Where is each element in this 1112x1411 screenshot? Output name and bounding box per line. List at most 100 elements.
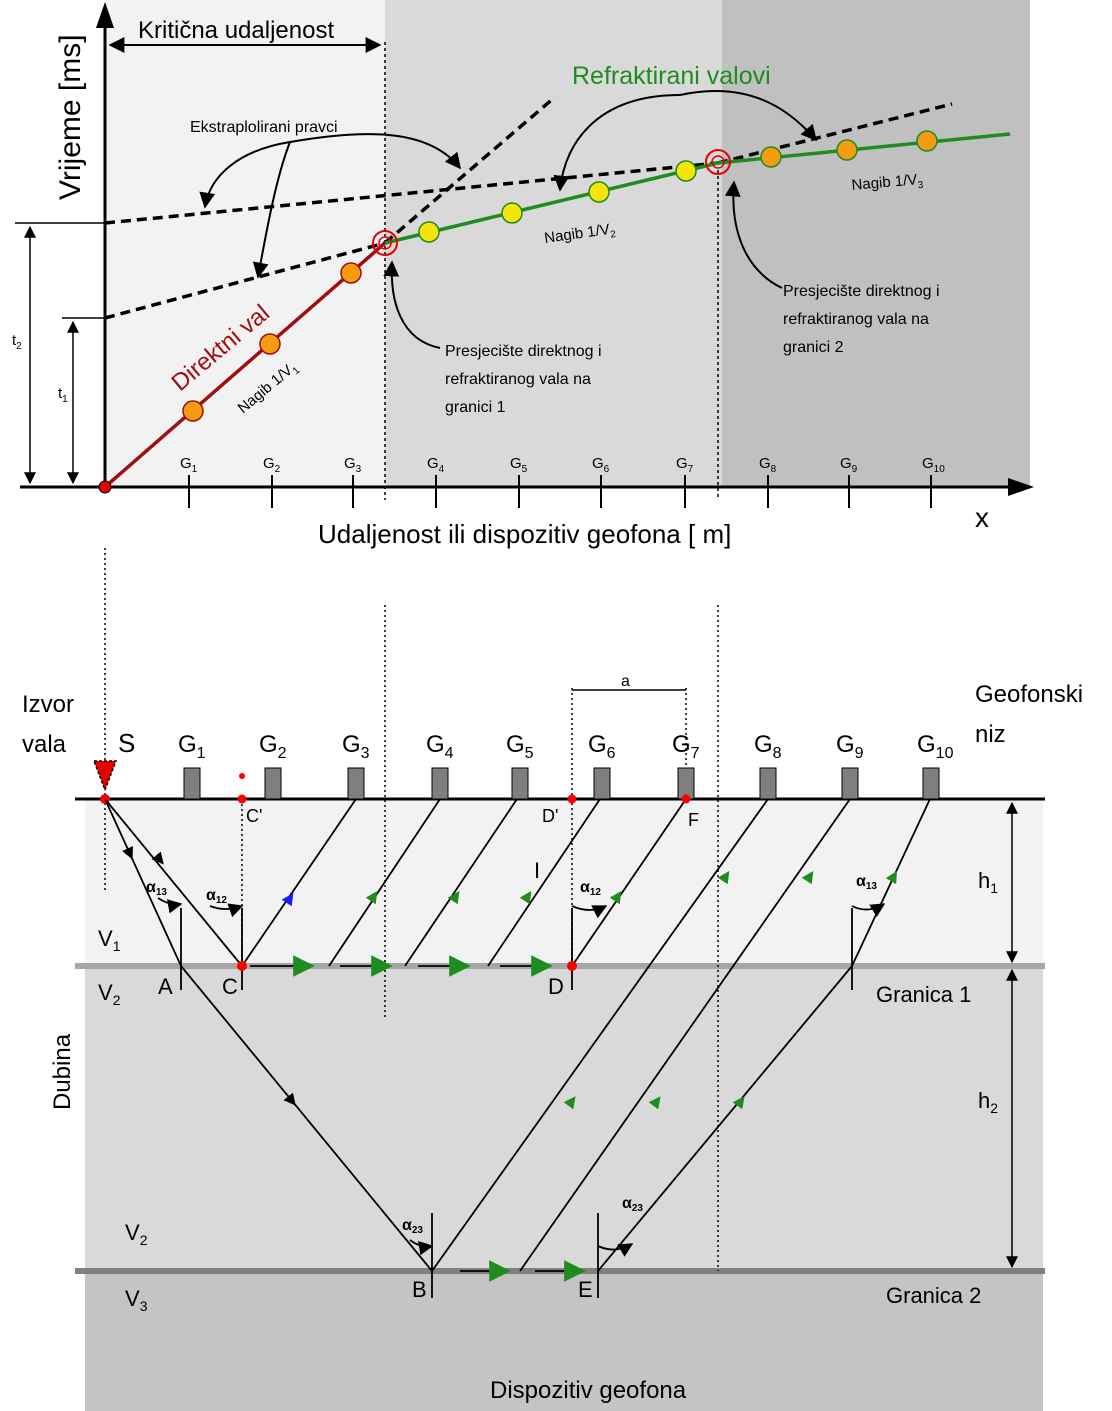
data-point (418, 221, 440, 243)
source-label-2: vala (22, 731, 67, 758)
geophone-label: G1 (178, 731, 206, 762)
geophone-label: G5 (506, 731, 534, 762)
spacing-label: a (621, 673, 630, 690)
ray-paths (104, 798, 931, 1272)
data-point (760, 146, 782, 168)
point-c-prime (237, 794, 247, 804)
source-origin-point (98, 480, 112, 494)
alpha-13-left: α13 (146, 879, 167, 898)
geophone-array-label-2: niz (975, 721, 1006, 748)
layer-1 (85, 799, 1043, 966)
travel-time-graph: Kritična udaljenost Vrijeme [ms] G1 G2 G3 G… (12, 0, 1034, 549)
alpha-13-right: α13 (856, 873, 877, 892)
geophone-label: G2 (259, 731, 287, 762)
velocity-v2-top: V2 (98, 980, 121, 1008)
cross-section: a G1 G2 G3 G4 G5 G6 G7 G8 G9 G10 (22, 548, 1083, 1411)
data-point (916, 130, 938, 152)
layer-3 (85, 1271, 1043, 1411)
geophone-label: G9 (836, 731, 864, 762)
data-point (182, 400, 204, 422)
geophone-array: G1 G2 G3 G4 G5 G6 G7 G8 G9 G10 (178, 731, 954, 800)
x-axis-arrow (1008, 478, 1034, 496)
alpha-12-right: α12 (580, 879, 601, 898)
intersection-marker-1 (372, 230, 398, 256)
velocity-v3: V3 (125, 1286, 148, 1314)
label-c: C (222, 974, 238, 999)
intersection-1-text: Presjecište direktnog i refraktiranog va… (445, 343, 606, 416)
direct-extension (383, 95, 557, 245)
label-d-prime: D' (542, 806, 558, 826)
geophone (264, 767, 282, 800)
extrapolated-pointer-1 (199, 141, 291, 209)
refracted-wave-line-1 (384, 161, 719, 245)
normal-lines (180, 908, 853, 1298)
extrapolated-pointer-3 (289, 133, 461, 170)
geophone-tick-label: G6 (592, 455, 610, 475)
data-point (588, 181, 610, 203)
alpha-23-left: α23 (402, 1217, 423, 1236)
refracted-waves-label: Refraktirani valovi (572, 62, 771, 90)
extrapolated-line-2 (104, 161, 719, 225)
geophone-label: G10 (917, 731, 954, 762)
label-f: F (688, 810, 699, 830)
geophone-label: G8 (754, 731, 782, 762)
point-c-prime-dot (239, 773, 245, 779)
boundary-2-label: Granica 2 (886, 1283, 981, 1308)
source-label-1: Izvor (22, 691, 74, 718)
source-symbol: S (118, 728, 135, 758)
array-label: Dispozitiv geofona (490, 1377, 687, 1404)
y-axis-arrow (96, 2, 114, 28)
intersection-2-text: Presjecište direktnog i refraktiranog va… (783, 283, 944, 356)
direct-wave-line (103, 241, 387, 489)
alpha-23-right: α23 (622, 1195, 643, 1214)
depth-label: Dubina (49, 1033, 76, 1110)
intersection-1-pointer (383, 260, 441, 349)
refracted-pointer-1 (553, 94, 681, 192)
extrapolated-line-1 (104, 241, 386, 320)
geophone-label: G7 (672, 731, 700, 762)
data-point (340, 262, 362, 284)
geophone-label: G4 (426, 731, 454, 762)
geophone-tick-label: G10 (922, 455, 945, 475)
label-a: A (158, 974, 173, 999)
geophone (347, 767, 365, 800)
geophone-array-label-1: Geofonski (975, 681, 1083, 708)
geophone (759, 767, 777, 800)
point-d-prime (567, 794, 577, 804)
extrapolated-label: Ekstraplolirani pravci (190, 119, 338, 136)
zone-1 (105, 0, 385, 487)
geophone-tick-label: G5 (510, 455, 528, 475)
data-point (259, 333, 281, 355)
head-wave-arrows (250, 955, 586, 1282)
x-axis-symbol: x (975, 502, 989, 533)
source-marker (92, 760, 118, 793)
intersection-marker-2 (705, 149, 731, 175)
intersection-2-pointer (724, 180, 783, 289)
t2-label: t2 (12, 332, 22, 352)
geophone (183, 767, 201, 800)
x-axis-title: Udaljenost ili dispozitiv geofona [ m] (318, 519, 731, 549)
t1-label: t1 (58, 385, 68, 405)
angle-arcs (157, 897, 886, 1257)
boundary-1-label: Granica 1 (876, 982, 971, 1007)
geophone-tick-label: G4 (427, 455, 445, 475)
critical-distance-label: Kritična udaljenost (138, 17, 334, 44)
geophone (431, 767, 449, 800)
point-f (681, 794, 691, 804)
geophone-label: G6 (588, 731, 616, 762)
h2-label: h2 (978, 1088, 998, 1116)
data-point (836, 139, 858, 161)
extrapolated-pointer-2 (252, 141, 291, 279)
geophone-tick-label: G1 (180, 455, 198, 475)
geophone (511, 767, 529, 800)
geophone (677, 767, 695, 800)
geophone-tick-label: G7 (676, 455, 694, 475)
slope-3-label: Nagib 1/V3 (851, 171, 924, 197)
label-b: B (412, 1277, 427, 1302)
point-c (237, 961, 247, 971)
velocity-v1: V1 (98, 926, 121, 954)
geophone (922, 767, 940, 800)
alpha-12-left: α12 (206, 887, 227, 906)
refracted-pointer-2 (679, 90, 818, 142)
